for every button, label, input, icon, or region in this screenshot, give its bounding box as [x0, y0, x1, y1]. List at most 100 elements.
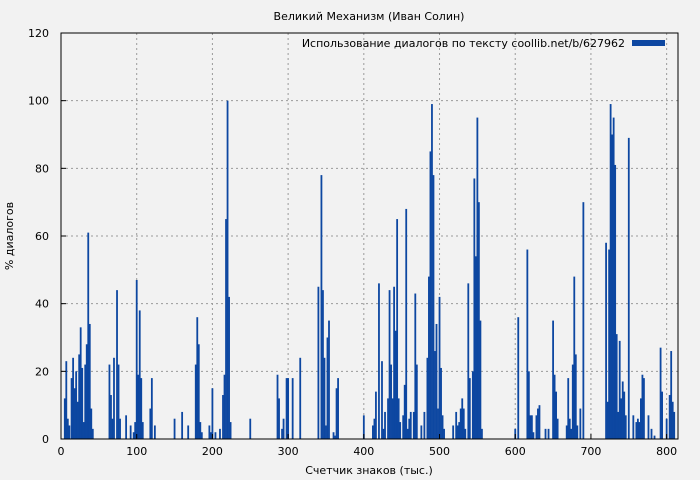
bar — [479, 320, 482, 439]
bar — [196, 317, 199, 439]
bar — [537, 408, 539, 439]
bar — [384, 411, 386, 439]
bar — [431, 104, 433, 440]
bar — [299, 357, 302, 439]
bar — [420, 425, 423, 439]
bar — [405, 208, 408, 439]
bar — [116, 290, 118, 439]
y-tick-label: 20 — [35, 365, 49, 378]
bar — [210, 432, 212, 439]
bar — [125, 415, 128, 439]
bar — [219, 428, 221, 439]
bar — [461, 398, 464, 439]
x-axis-label: Счетчик знаков (тыс.) — [305, 464, 433, 477]
bar — [140, 378, 143, 439]
bar — [464, 428, 467, 439]
bar — [408, 418, 411, 439]
y-axis-label: % диалогов — [3, 202, 16, 270]
bar — [84, 364, 87, 439]
bar — [477, 202, 480, 439]
bar — [378, 283, 380, 439]
bar — [82, 422, 85, 439]
bar — [332, 432, 335, 439]
bar — [396, 219, 399, 439]
bar — [225, 219, 227, 439]
bar — [665, 418, 668, 439]
bar — [134, 422, 137, 439]
bar — [229, 422, 232, 439]
bar — [535, 415, 538, 439]
bar — [556, 418, 559, 439]
bar — [514, 428, 517, 439]
bar — [555, 391, 558, 439]
bar — [65, 361, 68, 439]
bar — [438, 296, 441, 439]
bar — [574, 354, 577, 439]
bar — [76, 401, 79, 439]
bar — [317, 286, 320, 439]
bar — [281, 428, 283, 439]
bar — [373, 418, 376, 439]
bar — [63, 398, 66, 439]
bar — [91, 428, 94, 439]
bar — [409, 411, 412, 439]
x-tick-label: 600 — [505, 445, 526, 458]
bar — [90, 408, 93, 439]
bar — [181, 411, 184, 439]
bar — [443, 428, 445, 439]
bar — [402, 415, 405, 439]
bar — [532, 432, 535, 439]
bar — [403, 384, 406, 439]
bar — [467, 283, 470, 439]
bar — [576, 425, 579, 439]
axis-ticks: 0 20 40 60 80 100 120 0 100 200 300 400 500 600 700 800 — [28, 27, 677, 458]
bar — [538, 405, 541, 439]
bar-series — [63, 100, 676, 440]
bar — [249, 418, 252, 439]
bar — [571, 364, 574, 439]
bar — [650, 428, 653, 439]
bar — [197, 344, 200, 439]
bar — [75, 371, 78, 439]
x-tick-label: 500 — [429, 445, 450, 458]
bar — [673, 411, 676, 439]
bar — [618, 340, 621, 439]
x-tick-label: 700 — [580, 445, 601, 458]
bar — [137, 374, 140, 439]
bar — [406, 428, 409, 439]
bar — [452, 425, 455, 439]
bar — [325, 425, 327, 439]
bar — [108, 364, 111, 439]
bar — [208, 425, 211, 439]
bar — [547, 428, 550, 439]
bar — [517, 317, 520, 439]
bar — [81, 367, 84, 439]
bar — [640, 398, 642, 439]
bar — [459, 408, 462, 439]
bar — [661, 391, 663, 439]
bar — [544, 428, 547, 439]
bar — [621, 381, 624, 439]
bar — [412, 411, 415, 439]
bar — [153, 425, 156, 439]
bar — [643, 378, 645, 439]
bar — [390, 364, 392, 439]
bar — [399, 422, 402, 439]
bar — [282, 418, 285, 439]
bar — [423, 411, 426, 439]
bar — [72, 357, 75, 439]
grid-lines — [61, 33, 678, 439]
bar — [394, 330, 397, 439]
bar — [579, 408, 582, 439]
bar — [462, 408, 465, 439]
bar — [638, 422, 641, 439]
bar — [567, 378, 570, 439]
bar — [150, 378, 153, 439]
bar — [138, 310, 141, 439]
bar — [568, 418, 571, 439]
bar — [428, 276, 430, 439]
y-tick-label: 100 — [28, 95, 49, 108]
bar — [199, 422, 202, 439]
bar — [641, 374, 644, 439]
